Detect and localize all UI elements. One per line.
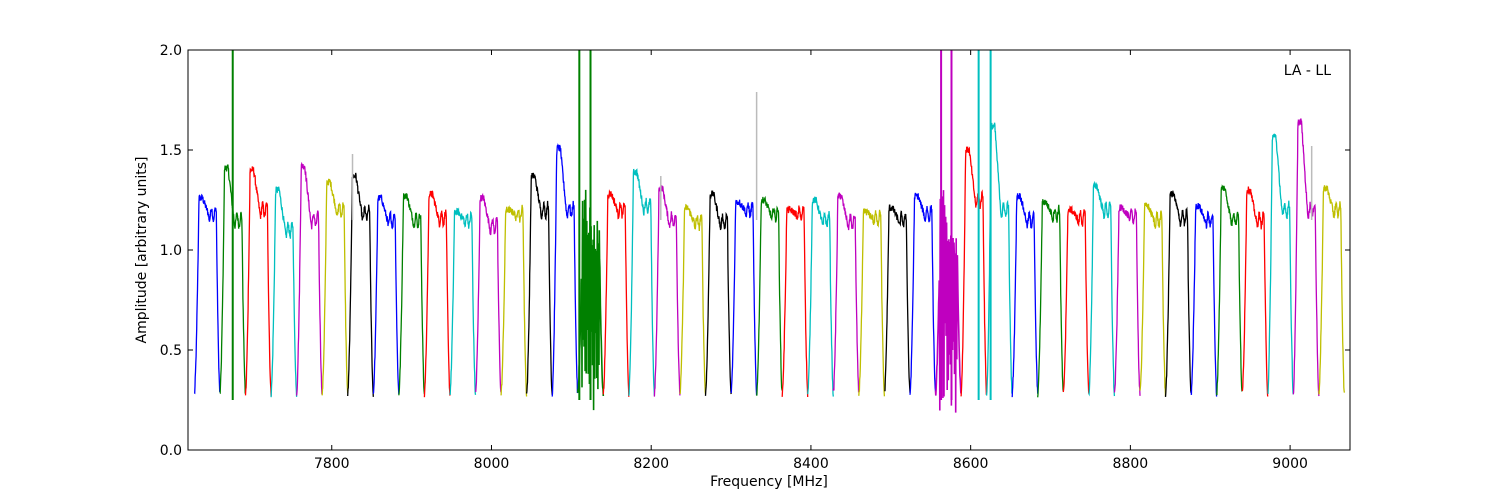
x-tick-label-1: 8000 xyxy=(474,456,510,472)
x-tick-label-0: 7800 xyxy=(314,456,350,472)
channel-series-11 xyxy=(474,192,502,393)
channel-series-0 xyxy=(194,193,221,395)
channel-series-29 xyxy=(934,190,962,413)
channel-series-10 xyxy=(449,207,477,396)
channel-series-4 xyxy=(295,161,323,396)
series-layer xyxy=(194,50,1346,413)
channel-series-33 xyxy=(1037,199,1064,398)
channel-series-19 xyxy=(679,203,707,395)
y-tick-label-3: 1.5 xyxy=(160,143,182,159)
channel-series-25 xyxy=(832,192,860,393)
channel-series-3 xyxy=(270,186,298,398)
channel-series-7 xyxy=(372,194,400,395)
channel-series-27 xyxy=(884,204,911,393)
x-tick-label-5: 8800 xyxy=(1113,456,1149,472)
channel-series-22 xyxy=(755,195,783,396)
channel-series-18 xyxy=(653,185,681,397)
channel-series-23 xyxy=(781,205,809,398)
x-tick-label-2: 8200 xyxy=(633,456,669,472)
channel-series-43 xyxy=(1292,118,1320,397)
channel-series-32 xyxy=(1011,193,1039,398)
channel-series-16 xyxy=(602,189,630,397)
plot-background xyxy=(188,50,1350,450)
channel-series-41 xyxy=(1241,186,1269,397)
channel-series-40 xyxy=(1215,184,1243,396)
y-axis-label: Amplitude [arbitrary units] xyxy=(134,157,150,344)
channel-series-28 xyxy=(909,192,937,395)
channel-series-5 xyxy=(321,178,349,396)
channel-series-44 xyxy=(1318,185,1346,395)
channel-series-2 xyxy=(244,166,272,397)
tick-layer: 7800 8000 8200 8400 8600 8800 9000 0.0 0.5 1.0 1.5… xyxy=(160,43,1350,472)
y-tick-label-2: 1.0 xyxy=(160,243,182,259)
channel-series-38 xyxy=(1164,190,1192,397)
channel-series-42 xyxy=(1267,133,1294,395)
channel-series-35 xyxy=(1088,180,1116,397)
channel-series-17 xyxy=(628,168,656,396)
channel-series-39 xyxy=(1190,202,1218,397)
y-tick-label-4: 2.0 xyxy=(160,43,182,59)
channel-series-8 xyxy=(398,193,426,396)
channel-series-12 xyxy=(500,204,528,397)
annotation-label: LA - LL xyxy=(1284,63,1331,79)
channel-series-21 xyxy=(730,199,758,396)
channel-series-24 xyxy=(807,196,834,397)
channel-series-14 xyxy=(551,143,579,397)
channel-series-26 xyxy=(858,208,886,397)
channel-series-20 xyxy=(704,190,732,396)
x-tick-label-6: 9000 xyxy=(1272,456,1308,472)
y-tick-label-1: 0.5 xyxy=(160,343,182,359)
x-tick-label-4: 8600 xyxy=(953,456,989,472)
y-tick-label-0: 0.0 xyxy=(160,443,182,459)
channel-series-36 xyxy=(1113,204,1141,396)
channel-series-30 xyxy=(960,146,988,397)
channel-series-13 xyxy=(525,172,553,396)
channel-series-34 xyxy=(1062,205,1090,394)
x-tick-label-3: 8400 xyxy=(793,456,829,472)
channel-series-9 xyxy=(423,190,451,398)
x-axis-label: Frequency [MHz] xyxy=(710,474,828,490)
channel-series-37 xyxy=(1139,202,1167,397)
